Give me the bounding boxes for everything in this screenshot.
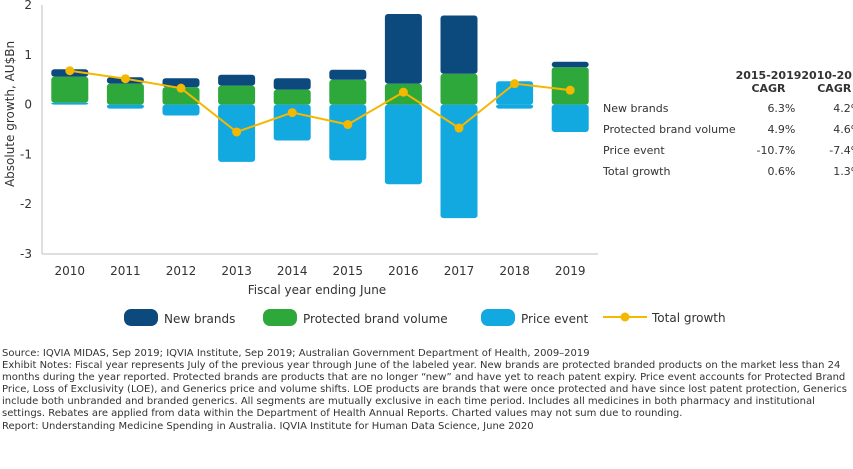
y-tick-label: 2 xyxy=(24,0,32,12)
y-tick-label: -2 xyxy=(20,197,32,211)
bar-price-event-positive xyxy=(51,102,89,105)
total-growth-polyline xyxy=(69,69,571,134)
bar-protected-brand-volume xyxy=(162,87,200,105)
y-tick-label: 1 xyxy=(24,48,32,62)
total-growth-point xyxy=(565,85,575,95)
bar-protected-brand-volume xyxy=(329,79,367,105)
cagr-table: 2015-2019 2010-2019 CAGR CAGR New brands… xyxy=(603,68,853,182)
total-growth-point xyxy=(287,108,297,118)
total-growth-point xyxy=(454,123,464,133)
bar-new-brands xyxy=(384,13,422,84)
bar-new-brands xyxy=(162,78,200,88)
y-tick-label: -1 xyxy=(20,147,32,161)
notes-block: Source: IQVIA MIDAS, Sep 2019; IQVIA Ins… xyxy=(2,348,851,433)
legend-label-new-brands: New brands xyxy=(164,312,235,326)
bar-price-event xyxy=(329,104,367,161)
cagr-value: -7.4% xyxy=(829,144,853,157)
bar-protected-brand-volume xyxy=(106,83,144,105)
cagr-value: -10.7% xyxy=(756,144,796,157)
exhibit-notes: Exhibit Notes: Fiscal year represents Ju… xyxy=(2,360,848,420)
bar-protected-brand-volume xyxy=(273,89,311,105)
cagr-row: Protected brand volume 4.9% 4.6% xyxy=(603,119,853,140)
y-axis-label: Absolute growth, AU$Bn xyxy=(3,41,17,187)
x-tick-label: 2017 xyxy=(444,264,475,278)
bar-protected-brand-volume xyxy=(218,85,256,105)
cagr-row: New brands 6.3% 4.2% xyxy=(603,98,853,119)
cagr-value: 4.2% xyxy=(833,102,853,115)
total-growth-line xyxy=(65,66,575,137)
bar-price-event xyxy=(440,104,478,219)
bar-price-event xyxy=(106,104,144,109)
x-axis-label: Fiscal year ending June xyxy=(248,283,386,297)
y-tick-labels: 2 1 0 -1 -2 -3 xyxy=(20,0,32,261)
x-tick-label: 2016 xyxy=(388,264,419,278)
cagr-row-label: Total growth xyxy=(603,165,671,178)
axes-group xyxy=(41,5,598,255)
x-tick-label: 2018 xyxy=(499,264,530,278)
cagr-col2-header-cagr: CAGR xyxy=(817,82,852,95)
bar-price-event-positive xyxy=(496,81,534,105)
source-note: Source: IQVIA MIDAS, Sep 2019; IQVIA Ins… xyxy=(2,348,590,359)
x-tick-label: 2019 xyxy=(555,264,586,278)
legend-label-protected-brand-volume: Protected brand volume xyxy=(303,312,448,326)
bar-new-brands xyxy=(551,61,589,68)
legend: New brands Protected brand volume Price … xyxy=(124,309,726,326)
bars-group xyxy=(51,13,589,219)
x-tick-label: 2012 xyxy=(166,264,197,278)
cagr-row-label: Price event xyxy=(603,144,665,157)
cagr-value: 4.9% xyxy=(767,123,796,136)
bar-price-event xyxy=(551,104,589,132)
stacked-bar-chart: 210-1-2-3 2010 2011 2012 2013 2014 2015 2016 20… xyxy=(3,0,726,326)
total-growth-point xyxy=(343,120,353,130)
x-tick-label: 2013 xyxy=(221,264,252,278)
bar-new-brands xyxy=(440,15,478,74)
bar-price-event xyxy=(384,104,422,185)
total-growth-point xyxy=(120,74,130,84)
legend-swatch-price-event xyxy=(481,309,515,326)
total-growth-point xyxy=(398,87,408,97)
cagr-col2-header-year: 2010-2019 xyxy=(801,69,853,82)
cagr-row: Price event -10.7% -7.4% xyxy=(603,140,853,161)
cagr-value: 1.3% xyxy=(833,165,853,178)
bar-price-event xyxy=(162,104,200,116)
bar-new-brands xyxy=(218,74,256,86)
y-tick-label: 0 xyxy=(24,98,32,112)
cagr-col1-header-cagr: CAGR xyxy=(751,82,786,95)
cagr-value: 4.6% xyxy=(833,123,853,136)
total-growth-point xyxy=(510,79,520,89)
x-tick-labels: 2010 2011 2012 2013 2014 2015 2016 2017 2018 2019 xyxy=(55,264,586,278)
bar-protected-brand-volume xyxy=(440,73,478,105)
bar-new-brands xyxy=(329,69,367,80)
cagr-value: 0.6% xyxy=(767,165,796,178)
x-tick-label: 2014 xyxy=(277,264,308,278)
legend-label-total-growth: Total growth xyxy=(651,311,726,325)
legend-swatch-total-growth-marker xyxy=(620,312,630,322)
report-note: Report: Understanding Medicine Spending … xyxy=(2,420,534,432)
bar-protected-brand-volume xyxy=(51,76,89,103)
x-tick-label: 2010 xyxy=(55,264,86,278)
cagr-row-label: New brands xyxy=(603,102,669,115)
cagr-row-label: Protected brand volume xyxy=(603,123,736,136)
cagr-value: 6.3% xyxy=(767,102,796,115)
legend-swatch-protected-brand-volume xyxy=(263,309,297,326)
total-growth-point xyxy=(176,83,186,93)
total-growth-point xyxy=(65,66,75,76)
legend-label-price-event: Price event xyxy=(521,312,589,326)
total-growth-point xyxy=(232,127,242,137)
cagr-col1-header-year: 2015-2019 xyxy=(735,69,802,82)
bar-new-brands xyxy=(273,78,311,90)
x-tick-label: 2015 xyxy=(333,264,364,278)
bar-price-event xyxy=(496,104,534,109)
cagr-row: Total growth 0.6% 1.3% xyxy=(603,161,853,182)
y-tick-label: -3 xyxy=(20,247,32,261)
legend-swatch-new-brands xyxy=(124,309,158,326)
x-tick-label: 2011 xyxy=(110,264,141,278)
